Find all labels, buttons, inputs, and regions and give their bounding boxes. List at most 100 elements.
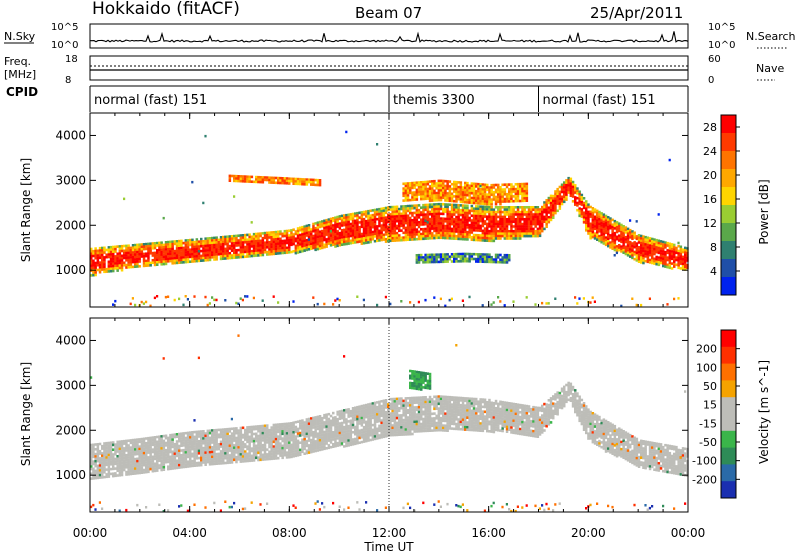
echo-cell — [246, 428, 249, 432]
echo-cell — [475, 182, 478, 186]
echo-cell — [521, 227, 524, 231]
echo-cell — [395, 231, 399, 235]
echo-cell — [472, 224, 476, 227]
echo-cell — [516, 182, 520, 186]
echo-cell — [167, 451, 170, 454]
echo-cell — [164, 245, 168, 249]
echo-cell — [277, 232, 280, 236]
echo-cell — [202, 259, 205, 262]
echo-cell — [431, 182, 434, 186]
echo-cell — [261, 439, 265, 442]
echo-cell — [530, 208, 533, 211]
echo-cell — [186, 248, 190, 252]
echo-cell — [202, 201, 205, 205]
echo-cell — [279, 249, 282, 253]
echo-cell — [393, 215, 397, 218]
echo-cell — [351, 219, 355, 223]
echo-cell — [455, 260, 458, 263]
echo-cell — [325, 242, 328, 246]
echo-cell — [609, 217, 612, 220]
echo-cell — [178, 459, 181, 462]
echo-cell — [354, 221, 357, 225]
echo-cell — [142, 454, 146, 457]
echo-cell — [92, 474, 95, 478]
echo-cell — [455, 211, 458, 214]
echo-cell — [142, 459, 146, 462]
echo-cell — [523, 197, 526, 200]
echo-cell — [547, 211, 551, 214]
echo-cell — [186, 251, 190, 254]
echo-cell — [158, 246, 161, 249]
echo-cell — [272, 238, 276, 241]
echo-cell — [534, 220, 537, 223]
echo-cell — [158, 445, 161, 448]
echo-cell — [338, 217, 342, 221]
echo-cell — [230, 247, 234, 250]
echo-cell — [613, 254, 616, 257]
echo-cell — [211, 431, 214, 435]
echo-cell — [263, 426, 267, 430]
echo-cell — [248, 247, 251, 251]
echo-cell — [646, 241, 650, 244]
echo-cell — [428, 192, 432, 195]
echo-cell — [208, 439, 212, 442]
echo-cell — [519, 187, 522, 191]
echo-cell — [228, 458, 232, 462]
echo-cell — [629, 231, 632, 234]
echo-cell — [153, 450, 157, 453]
echo-cell — [503, 225, 507, 228]
echo-cell — [442, 179, 445, 183]
echo-cell — [138, 466, 141, 470]
echo-cell — [288, 248, 291, 252]
echo-cell — [578, 192, 581, 196]
echo-cell — [224, 235, 227, 239]
echo-cell — [266, 176, 269, 179]
echo-cell — [384, 223, 388, 227]
echo-cell — [156, 435, 159, 439]
echo-cell — [670, 267, 674, 270]
echo-cell — [101, 461, 104, 465]
echo-cell — [428, 194, 432, 198]
echo-cell — [92, 259, 95, 263]
echo-cell — [250, 435, 254, 438]
echo-cell — [477, 197, 480, 200]
echo-cell — [222, 245, 225, 248]
echo-cell — [109, 269, 113, 273]
echo-cell — [483, 197, 487, 201]
echo-cell — [497, 190, 500, 194]
echo-cell — [114, 452, 117, 456]
echo-cell — [664, 258, 667, 261]
echo-cell — [182, 256, 185, 259]
echo-cell — [534, 225, 537, 228]
echo-cell — [431, 203, 434, 206]
echo-cell — [294, 232, 298, 236]
echo-cell — [556, 187, 559, 191]
echo-cell — [424, 219, 427, 222]
echo-cell — [261, 429, 265, 433]
echo-cell — [241, 457, 245, 461]
echo-cell — [519, 230, 522, 233]
echo-cell — [497, 237, 500, 240]
echo-cell — [501, 256, 504, 259]
echo-cell — [503, 218, 507, 221]
echo-cell — [167, 243, 170, 246]
echo-cell — [345, 216, 348, 219]
echo-cell — [424, 256, 427, 259]
echo-cell — [642, 259, 645, 262]
echo-cell — [569, 182, 573, 185]
echo-cell — [602, 225, 606, 228]
echo-cell — [455, 235, 458, 238]
echo-cell — [136, 503, 139, 507]
echo-cell — [475, 185, 478, 188]
echo-cell — [426, 237, 430, 240]
echo-cell — [684, 253, 687, 257]
echo-cell — [475, 221, 478, 225]
echo-cell — [246, 430, 249, 434]
echo-cell — [598, 210, 601, 214]
echo-cell — [219, 252, 223, 256]
echo-cell — [483, 239, 487, 242]
echo-cell — [191, 459, 194, 463]
echo-cell — [607, 240, 610, 243]
echo-cell — [461, 228, 465, 231]
echo-cell — [292, 182, 295, 185]
